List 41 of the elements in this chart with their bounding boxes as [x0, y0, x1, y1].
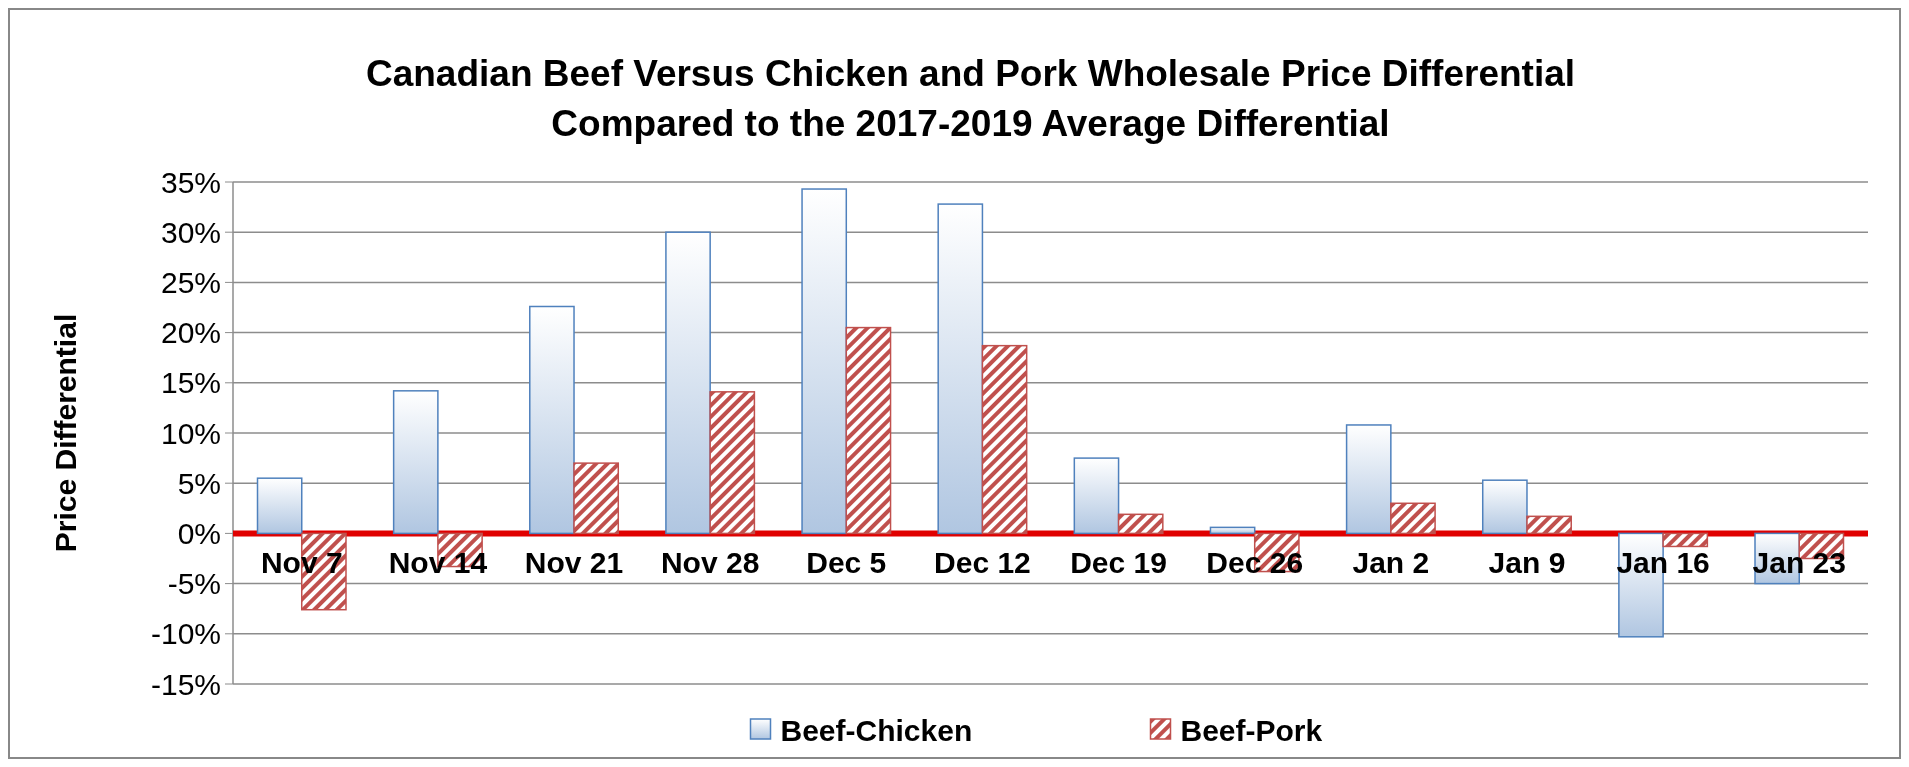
bar [665, 231, 711, 535]
bar [1526, 515, 1572, 535]
bar [1073, 457, 1120, 535]
chart-title: Canadian Beef Versus Chicken and Pork Wholesale Price Differential Compared to the 2017-2019 Average Differential [365, 53, 1576, 144]
bar [801, 188, 848, 535]
bar [845, 326, 892, 535]
y-tick-label: 25% [160, 265, 221, 299]
y-tick-label: -10% [150, 617, 221, 651]
y-axis-title: Price Differential [49, 313, 82, 553]
bar [256, 477, 303, 535]
x-tick-label: Dec 5 [806, 546, 887, 580]
bar [1481, 479, 1528, 535]
bar [709, 391, 756, 535]
y-tick-label: 15% [160, 366, 221, 400]
x-tick-label: Jan 2 [1352, 546, 1430, 580]
y-tick-label: 20% [160, 316, 221, 350]
bar [392, 390, 439, 535]
x-tick-label: Jan 9 [1488, 546, 1566, 580]
bar [1662, 532, 1709, 548]
legend-label: Beef-Pork [1180, 713, 1323, 747]
x-tick-label: Nov 21 [524, 546, 624, 580]
bar [1345, 424, 1392, 535]
bar [1390, 502, 1436, 535]
x-tick-label: Dec 12 [934, 546, 1031, 580]
y-tick-label: -5% [167, 567, 221, 601]
y-tick-label: 10% [160, 416, 221, 450]
bar [1209, 526, 1256, 535]
bar [573, 462, 620, 535]
y-tick-label: 30% [160, 215, 221, 249]
bar [1117, 513, 1164, 535]
bar [981, 344, 1028, 535]
x-tick-label: Jan 16 [1616, 546, 1710, 580]
y-tick-label: 5% [177, 466, 221, 500]
bar [529, 305, 575, 535]
y-tick-label: -15% [150, 667, 221, 701]
x-tick-label: Nov 28 [660, 546, 760, 580]
y-tick-label: 35% [160, 165, 221, 199]
bar [937, 203, 984, 535]
x-tick-label: Dec 19 [1070, 546, 1167, 580]
y-tick-label: 0% [177, 516, 221, 550]
legend-label: Beef-Chicken [780, 713, 973, 747]
